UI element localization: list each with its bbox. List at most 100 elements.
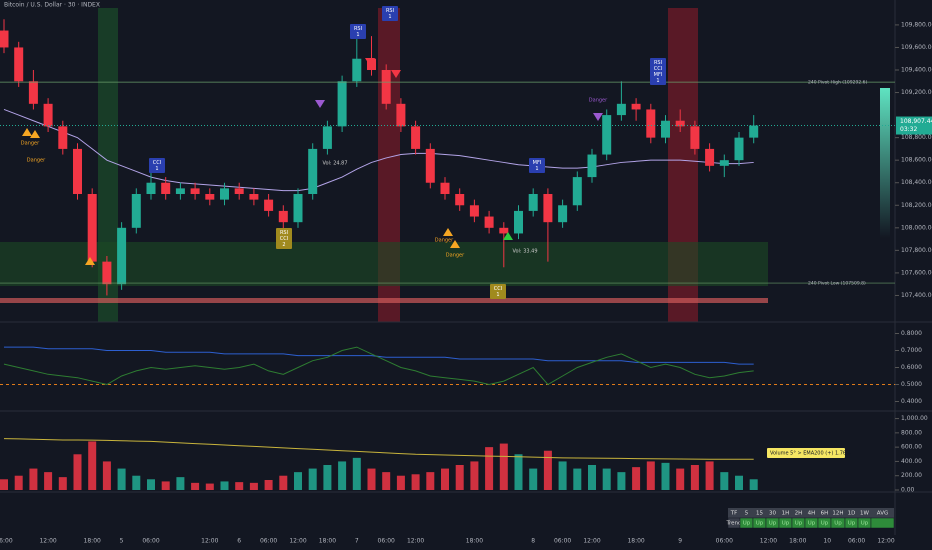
x-tick-label: 9 (678, 538, 682, 545)
x-tick-label: 12:00 (407, 538, 424, 545)
x-tick-label: 18:00 (84, 538, 101, 545)
y-tick-label: 200.00 (901, 472, 922, 479)
candle-body (28, 81, 38, 104)
volume-bar (588, 465, 596, 490)
candle-body (234, 188, 244, 194)
candle-body (455, 194, 465, 206)
volume-bar (58, 477, 67, 490)
signal-label: MFI (654, 72, 663, 78)
volume-bar (14, 475, 23, 490)
signal-label: 1 (656, 78, 659, 84)
table-cell (779, 508, 792, 518)
x-tick-label: 18:00 (466, 538, 483, 545)
table-header: 1H (782, 511, 790, 517)
x-tick-label: 18:00 (319, 538, 336, 545)
y-tick-label: 109,800.00 (901, 21, 932, 28)
y-tick-label: 108,800.00 (901, 134, 932, 141)
volume-bar (249, 482, 258, 490)
candle-body (131, 194, 141, 228)
volume-bar (220, 481, 229, 490)
volume-bar (44, 472, 53, 490)
table-cell-text: Up (861, 521, 869, 527)
table-header: 12H (832, 511, 843, 517)
y-tick-label: 109,200.00 (901, 89, 932, 96)
candle-body (0, 30, 9, 48)
table-cell-text: Up (834, 521, 842, 527)
table-cell (766, 508, 779, 518)
signal-arrow (391, 70, 401, 78)
candle-body (749, 125, 759, 138)
volume-bar (161, 481, 170, 490)
candle-body (117, 227, 127, 285)
table-cell-text: Up (848, 521, 856, 527)
candle-body (411, 126, 421, 149)
candle-body (572, 177, 582, 206)
candle-body (646, 109, 656, 138)
volume-bar (735, 475, 743, 490)
signal-arrow (22, 128, 32, 136)
x-tick-label: 06:00 (0, 538, 13, 545)
volume-bar (602, 468, 611, 490)
x-tick-label: 6 (237, 538, 241, 545)
volume-bar (132, 475, 141, 490)
table-cell-text: Up (756, 521, 764, 527)
volume-bar (514, 454, 523, 490)
candle-body (161, 182, 171, 194)
table-header: 5 (745, 511, 749, 517)
signal-label: RSI (386, 8, 394, 14)
annotation: Danger (435, 238, 454, 244)
x-tick-label: 12:00 (760, 538, 777, 545)
candle-body (616, 103, 626, 116)
candle-body (514, 210, 523, 234)
y-tick-label: 107,800.00 (901, 247, 932, 254)
candle-body (587, 154, 597, 178)
candle-body (175, 188, 185, 194)
candle-body (690, 126, 700, 149)
signal-arrow (30, 130, 40, 138)
table-cell-text: Up (743, 521, 751, 527)
candle-body (528, 194, 538, 211)
volume-label-box (767, 448, 845, 458)
candle-body (205, 194, 215, 200)
table-header: 1D (848, 511, 856, 517)
volume-bar (29, 468, 38, 490)
table-header: AVG (877, 511, 888, 517)
candle-body (322, 126, 332, 149)
x-tick-label: 18:00 (627, 538, 644, 545)
volume-label: Volume 5° > EMA200 (+) 1.76% (770, 451, 851, 457)
volume-bar (470, 461, 479, 490)
table-cell-text: Up (769, 521, 777, 527)
x-tick-label: 06:00 (142, 538, 159, 545)
volume-bar (690, 465, 699, 490)
signal-box (529, 158, 545, 173)
table-header: 6H (821, 511, 829, 517)
annotation: Danger (21, 141, 40, 147)
volume-bar (323, 465, 332, 490)
y-tick-label: 108,200.00 (901, 202, 932, 209)
candle-body (675, 120, 685, 127)
signal-label: CCI (494, 286, 502, 292)
signal-box (490, 284, 506, 299)
gauge (880, 88, 890, 238)
candle-body (381, 70, 391, 104)
table-cell-text: Up (821, 521, 829, 527)
volume-bar (573, 468, 582, 490)
candle-body (293, 194, 303, 223)
table-cell (871, 508, 894, 518)
indicator-line (4, 346, 754, 365)
signal-box (149, 158, 165, 173)
candle-body (337, 81, 347, 127)
volume-bar (205, 483, 214, 490)
y-tick-label: 109,400.00 (901, 67, 932, 74)
pivot-label: 240 Pivot Low (107509.8) (808, 281, 866, 287)
indicator-line (3, 346, 754, 386)
volume-bar (749, 479, 758, 490)
candle-body (661, 120, 670, 138)
candle-body (278, 210, 288, 223)
signal-label: 1 (535, 166, 538, 172)
signal-label: 1 (155, 166, 158, 172)
table-header: 2H (795, 511, 803, 517)
y-tick-label: 0.00 (901, 487, 915, 494)
signal-label: CCI (654, 66, 662, 72)
